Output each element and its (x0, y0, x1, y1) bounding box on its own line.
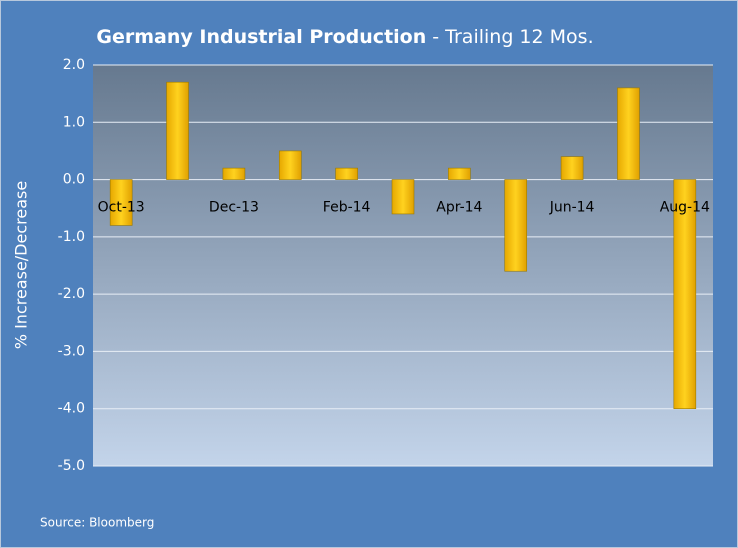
x-tick-label: Jun-14 (549, 200, 595, 216)
source: Source: Bloomberg (40, 516, 154, 530)
bar (391, 179, 415, 215)
bar (109, 179, 133, 226)
chart-title: Germany Industrial Production (96, 26, 426, 48)
bar (335, 167, 358, 180)
chart-subtitle: - Trailing 12 Mos. (426, 26, 593, 48)
bar (504, 179, 528, 272)
y-tick-label: -5.0 (58, 458, 85, 474)
bar (278, 150, 302, 180)
x-tick-label: Oct-13 (98, 200, 145, 216)
x-tick-label: Apr-14 (436, 200, 482, 216)
bar (222, 167, 246, 180)
y-tick-label: 1.0 (63, 114, 85, 130)
x-tick-label: Aug-14 (660, 200, 710, 216)
y-tick-label: 0.0 (63, 172, 85, 188)
x-tick-label: Dec-13 (209, 200, 259, 216)
bar (166, 81, 189, 180)
y-axis-label: % Increase/Decrease (12, 181, 31, 349)
bar (617, 87, 640, 180)
y-tick-label: -2.0 (58, 286, 85, 302)
y-tick-label: -3.0 (58, 343, 85, 359)
y-tick-label: 2.0 (63, 57, 85, 73)
title-line: Germany Industrial Production - Trailing… (96, 26, 593, 48)
plot-area (93, 65, 713, 466)
bar (448, 167, 471, 180)
bar (560, 156, 584, 180)
x-tick-label: Feb-14 (323, 200, 371, 216)
y-tick-label: -4.0 (58, 401, 85, 417)
y-tick-label: -1.0 (58, 229, 85, 245)
bar (673, 179, 697, 410)
